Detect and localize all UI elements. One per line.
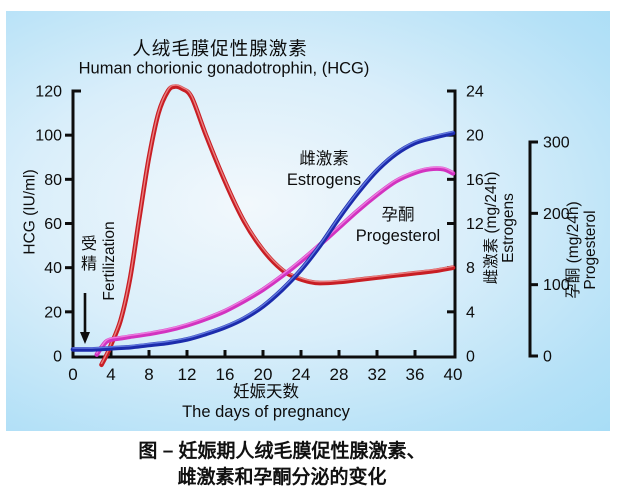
estrogens-tick-label: 12 — [466, 216, 484, 233]
estrogens-curve-highlight — [72, 130, 454, 349]
estrogens-tick-label: 8 — [466, 260, 475, 277]
caption-line-1: 图 – 妊娠期人绒毛膜促性腺激素、 — [138, 441, 426, 462]
chart-panel: 0 20 40 60 80 100 120 0 4 8 12 16 20 24 28 32 36 40 0 4 8 12 1… — [6, 11, 610, 431]
hcg-tick-label: 40 — [44, 260, 62, 277]
x-axis-label-cn: 妊娠天数 — [232, 383, 299, 401]
x-tick-label: 4 — [106, 365, 115, 384]
estrogens-curve — [70, 130, 456, 352]
chart-title-en: Human chorionic gonadotrophin, (HCG) — [78, 59, 370, 78]
progesterol-axis-label-cn: 孕酮 (mg/24h) — [565, 201, 582, 299]
fertilization-arrow-head — [80, 332, 90, 344]
progesterol-curve — [94, 166, 456, 357]
progesterol-axis-label: 孕酮 (mg/24h) Progesterol — [565, 201, 599, 298]
figure-caption: 图 – 妊娠期人绒毛膜促性腺激素、 雌激素和孕酮分泌的变化 — [22, 439, 542, 491]
progesterol-curve-label-en: Progesterol — [355, 227, 441, 245]
hcg-tick-label: 120 — [35, 84, 62, 101]
progesterol-curve-highlight — [96, 166, 454, 354]
progesterol-curve-label-cn: 孕酮 — [381, 206, 415, 224]
estrogens-curve-label-en: Estrogens — [286, 171, 362, 189]
x-tick-label: 40 — [444, 365, 463, 384]
estrogens-curve-label-cn: 雌激素 — [299, 150, 349, 168]
hcg-curve-highlight — [100, 84, 454, 365]
hcg-tick-label: 60 — [44, 216, 62, 233]
x-tick-label: 36 — [406, 365, 425, 384]
estrogens-tick-label: 16 — [466, 172, 484, 189]
estrogens-axis-label: 雌激素 (mg/24h) Estrogens — [483, 172, 517, 285]
estrogens-tick-label: 4 — [466, 304, 475, 321]
x-axis-label-en: The days of pregnancy — [182, 403, 350, 421]
x-tick-label: 12 — [178, 365, 197, 384]
fertilization-label-en: Fertilization — [101, 221, 118, 301]
hcg-tick-label: 0 — [53, 349, 62, 366]
hcg-tick-label: 20 — [44, 304, 62, 321]
estrogens-axis-label-en: Estrogens — [500, 193, 517, 263]
hcg-tick-label: 80 — [44, 172, 62, 189]
hcg-axis-label: HCG (IU/ml) — [21, 169, 39, 255]
chart-title-cn: 人绒毛膜促性腺激素 — [132, 38, 308, 59]
progesterol-axis — [528, 140, 538, 358]
estrogens-tick-label: 0 — [466, 349, 475, 366]
progesterol-tick-label: 200 — [543, 206, 570, 223]
x-tick-label: 24 — [292, 365, 311, 384]
progesterol-tick-label: 0 — [543, 349, 552, 366]
progesterol-tick-label: 100 — [543, 277, 570, 294]
progesterol-tick-label: 300 — [543, 135, 570, 152]
progesterol-axis-label-en: Progesterol — [582, 210, 599, 290]
x-tick-label: 0 — [68, 365, 77, 384]
estrogens-curve-label: 雌激素 Estrogens — [287, 149, 361, 191]
estrogens-axis-label-cn: 雌激素 (mg/24h) — [483, 171, 500, 285]
x-axis-label: 妊娠天数 The days of pregnancy — [182, 382, 350, 422]
estrogens-tick-label: 20 — [466, 128, 484, 145]
x-tick-label: 28 — [330, 365, 349, 384]
progesterol-curve-label: 孕酮 Progesterol — [356, 205, 440, 247]
x-tick-label: 16 — [216, 365, 235, 384]
x-tick-label: 8 — [144, 365, 153, 384]
caption-line-2: 雌激素和孕酮分泌的变化 — [177, 467, 387, 488]
x-tick-label: 32 — [368, 365, 387, 384]
estrogens-tick-label: 24 — [466, 84, 484, 101]
fertilization-label-cn: 受精 — [78, 235, 95, 275]
hcg-tick-label: 100 — [35, 128, 62, 145]
x-tick-label: 20 — [254, 365, 273, 384]
